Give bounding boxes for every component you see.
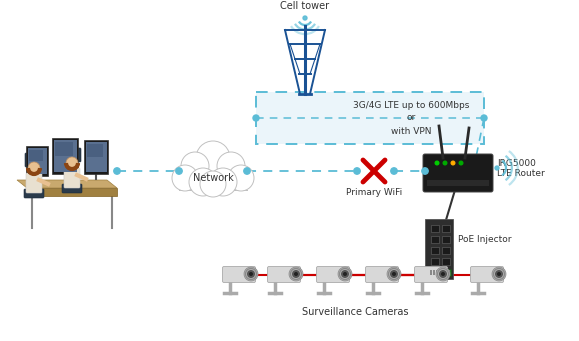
Circle shape: [253, 115, 259, 121]
Bar: [431, 236, 439, 243]
Circle shape: [422, 168, 428, 174]
Text: LTE Router: LTE Router: [497, 169, 545, 178]
Circle shape: [289, 267, 303, 281]
Text: Surveillance Cameras: Surveillance Cameras: [302, 307, 408, 317]
Polygon shape: [17, 180, 117, 188]
FancyBboxPatch shape: [425, 219, 453, 279]
Circle shape: [249, 272, 253, 276]
Text: IRG5000: IRG5000: [497, 160, 536, 168]
Circle shape: [66, 157, 78, 169]
Text: 3G/4G LTE up to 600Mbps: 3G/4G LTE up to 600Mbps: [353, 101, 469, 109]
Circle shape: [303, 16, 307, 20]
Circle shape: [200, 171, 226, 197]
FancyBboxPatch shape: [64, 168, 80, 188]
Bar: [53, 140, 76, 172]
Circle shape: [176, 168, 182, 174]
Text: PoE Injector: PoE Injector: [458, 236, 511, 244]
Circle shape: [244, 267, 258, 281]
Circle shape: [292, 270, 300, 278]
Text: Primary WiFi: Primary WiFi: [346, 188, 402, 197]
Bar: [86, 142, 107, 172]
Bar: [442, 225, 450, 232]
Bar: [87, 144, 103, 157]
Circle shape: [495, 166, 499, 170]
Circle shape: [247, 270, 255, 278]
Circle shape: [392, 272, 396, 276]
Circle shape: [459, 161, 463, 165]
Bar: [179, 170, 247, 190]
Circle shape: [492, 267, 506, 281]
Circle shape: [209, 168, 237, 196]
Circle shape: [196, 141, 230, 175]
Bar: [431, 225, 439, 232]
Circle shape: [495, 270, 503, 278]
Bar: [27, 148, 46, 174]
Circle shape: [28, 162, 40, 174]
FancyBboxPatch shape: [25, 153, 43, 167]
Circle shape: [390, 270, 398, 278]
Circle shape: [391, 168, 397, 174]
Bar: [441, 269, 451, 276]
FancyBboxPatch shape: [26, 173, 42, 193]
Bar: [442, 270, 444, 275]
FancyBboxPatch shape: [317, 267, 350, 282]
Bar: [433, 270, 434, 275]
FancyBboxPatch shape: [62, 184, 82, 193]
Bar: [436, 270, 438, 275]
Text: or: or: [406, 114, 416, 122]
Bar: [442, 236, 450, 243]
Circle shape: [436, 267, 450, 281]
Circle shape: [341, 270, 349, 278]
Bar: [55, 142, 73, 156]
Bar: [429, 269, 439, 276]
FancyBboxPatch shape: [256, 92, 484, 144]
FancyBboxPatch shape: [222, 267, 255, 282]
Circle shape: [439, 270, 447, 278]
FancyBboxPatch shape: [365, 267, 398, 282]
Text: Network: Network: [193, 173, 233, 183]
Circle shape: [443, 161, 447, 165]
Circle shape: [228, 165, 254, 191]
FancyBboxPatch shape: [415, 267, 448, 282]
Bar: [29, 150, 43, 161]
Circle shape: [189, 168, 217, 196]
Bar: [52, 138, 78, 174]
Bar: [26, 146, 48, 176]
Circle shape: [387, 267, 401, 281]
Text: with VPN: with VPN: [391, 127, 431, 135]
Bar: [431, 258, 439, 265]
Circle shape: [354, 168, 360, 174]
Circle shape: [435, 161, 439, 165]
FancyBboxPatch shape: [471, 267, 504, 282]
Polygon shape: [27, 188, 117, 196]
Circle shape: [114, 168, 120, 174]
Circle shape: [294, 272, 298, 276]
Bar: [84, 140, 108, 174]
Circle shape: [451, 161, 455, 165]
Bar: [448, 270, 449, 275]
Circle shape: [244, 168, 250, 174]
Bar: [442, 247, 450, 254]
FancyBboxPatch shape: [24, 189, 44, 198]
FancyBboxPatch shape: [63, 148, 81, 162]
Circle shape: [343, 272, 347, 276]
Text: Cell tower: Cell tower: [280, 1, 329, 11]
Bar: [445, 270, 446, 275]
Circle shape: [338, 267, 352, 281]
FancyBboxPatch shape: [423, 154, 493, 192]
Bar: [431, 247, 439, 254]
Circle shape: [181, 152, 209, 180]
Bar: [442, 258, 450, 265]
FancyBboxPatch shape: [267, 267, 301, 282]
Circle shape: [497, 272, 501, 276]
Circle shape: [217, 152, 245, 180]
Bar: [430, 270, 431, 275]
Circle shape: [441, 272, 445, 276]
Bar: [427, 180, 489, 186]
Circle shape: [481, 115, 487, 121]
Circle shape: [172, 165, 198, 191]
